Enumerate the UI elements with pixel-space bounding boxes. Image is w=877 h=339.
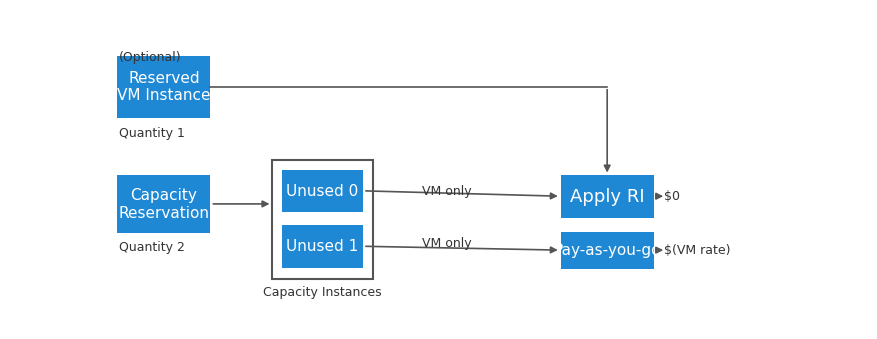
Text: Unused 0: Unused 0 (286, 184, 359, 199)
Text: Apply RI: Apply RI (570, 187, 645, 206)
Text: $0: $0 (664, 190, 680, 203)
Bar (560, 232, 653, 268)
Bar (282, 225, 363, 268)
Text: Capacity Instances: Capacity Instances (263, 285, 382, 299)
Bar (282, 170, 363, 213)
Text: Unused 1: Unused 1 (286, 239, 359, 254)
Text: $(VM rate): $(VM rate) (664, 244, 731, 257)
Text: Reserved
VM Instance: Reserved VM Instance (118, 71, 210, 103)
Bar (118, 175, 210, 233)
Bar (560, 175, 653, 218)
Bar (118, 56, 210, 118)
Text: Pay-as-you-go: Pay-as-you-go (553, 243, 661, 258)
Bar (273, 160, 373, 279)
Text: VM only: VM only (422, 237, 472, 250)
Text: VM only: VM only (422, 185, 472, 198)
Text: Quantity 1: Quantity 1 (119, 127, 185, 140)
Text: Capacity
Reservation: Capacity Reservation (118, 188, 210, 220)
Text: (Optional): (Optional) (119, 52, 182, 64)
Text: Quantity 2: Quantity 2 (119, 241, 185, 254)
